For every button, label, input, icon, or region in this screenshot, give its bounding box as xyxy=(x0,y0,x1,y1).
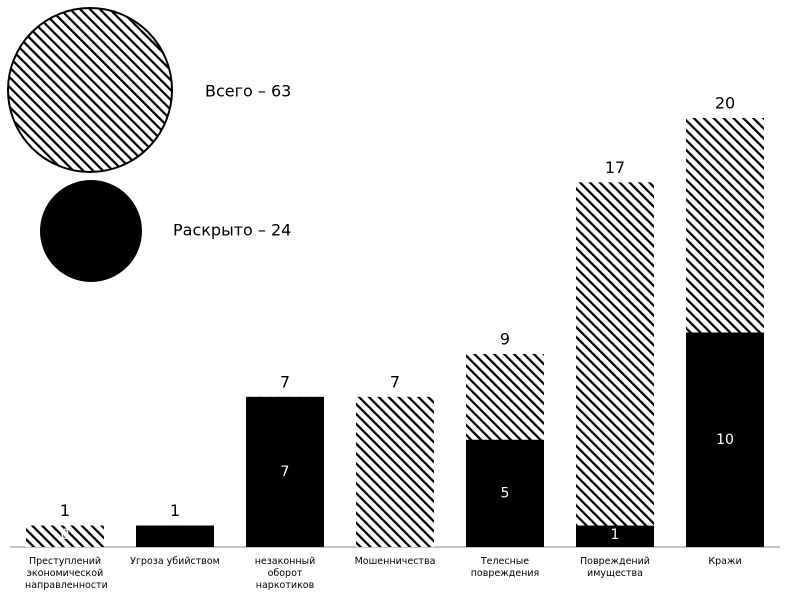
x-tick-label: Преступлений экономической направленност… xyxy=(25,556,108,591)
x-tick-label: Повреждений имущества xyxy=(580,556,650,579)
x-tick-label: Телесные повреждения xyxy=(470,556,540,579)
data-label: 1 xyxy=(170,501,180,520)
legend-swatch xyxy=(40,180,142,282)
bar xyxy=(26,525,104,547)
legend-label: Всего – 63 xyxy=(205,82,291,101)
data-label: 0 xyxy=(61,527,70,543)
data-label: 7 xyxy=(281,464,290,480)
bar xyxy=(686,332,764,547)
data-label: 1 xyxy=(611,527,620,543)
data-label: 10 xyxy=(716,432,734,448)
legend-swatch xyxy=(7,7,173,173)
x-tick-label: Кражи xyxy=(708,556,742,567)
bar xyxy=(356,396,434,547)
bar xyxy=(246,396,324,547)
data-label: 7 xyxy=(390,372,400,391)
data-label: 9 xyxy=(500,329,510,348)
data-label: 1 xyxy=(60,501,70,520)
bar xyxy=(576,182,654,547)
bar xyxy=(136,525,214,547)
legend-label: Раскрыто – 24 xyxy=(173,221,291,240)
x-tick-label: Угроза убийством xyxy=(130,556,220,567)
bar xyxy=(576,525,654,547)
data-label: 5 xyxy=(501,485,510,501)
bar xyxy=(466,439,544,547)
x-tick-label: Мошенничества xyxy=(354,556,436,567)
data-label: 7 xyxy=(280,372,290,391)
data-label: 17 xyxy=(605,158,625,177)
data-label: 20 xyxy=(715,94,735,113)
x-tick-label: незаконный оборот наркотиков xyxy=(254,556,316,591)
